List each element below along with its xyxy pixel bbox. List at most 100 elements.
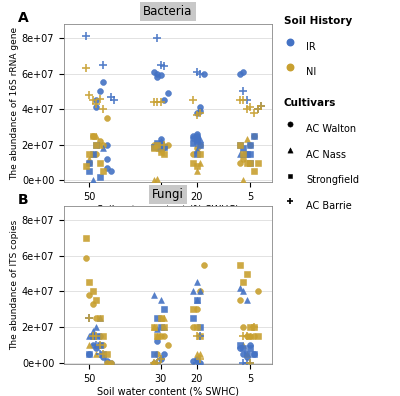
Text: AC Barrie: AC Barrie bbox=[306, 201, 352, 211]
Point bbox=[161, 150, 168, 157]
Point bbox=[197, 350, 204, 357]
Point bbox=[154, 74, 160, 80]
Point bbox=[236, 142, 243, 148]
Point bbox=[93, 142, 100, 148]
Point bbox=[194, 324, 200, 330]
Point bbox=[165, 142, 171, 148]
Point bbox=[240, 150, 246, 157]
Point bbox=[90, 327, 96, 334]
Point bbox=[332, 128, 339, 134]
Point bbox=[86, 168, 92, 175]
Point bbox=[244, 136, 250, 143]
Point bbox=[251, 133, 257, 139]
Point bbox=[90, 301, 96, 307]
Point bbox=[93, 101, 100, 107]
Point bbox=[104, 165, 110, 171]
Point bbox=[197, 360, 204, 366]
Point bbox=[244, 360, 250, 366]
Point bbox=[247, 333, 254, 339]
Point bbox=[161, 306, 168, 312]
Point bbox=[90, 97, 96, 103]
Point bbox=[150, 142, 157, 148]
Point bbox=[158, 356, 164, 362]
Point bbox=[197, 356, 204, 362]
Point bbox=[251, 110, 257, 116]
Point bbox=[97, 174, 103, 180]
Point bbox=[197, 333, 204, 339]
Point bbox=[194, 110, 200, 116]
Point bbox=[90, 133, 96, 139]
Point bbox=[194, 297, 200, 303]
Point bbox=[247, 360, 254, 366]
Point bbox=[194, 350, 200, 357]
Point bbox=[194, 138, 200, 145]
Point bbox=[240, 145, 246, 152]
Point bbox=[244, 160, 250, 166]
Point bbox=[236, 142, 243, 148]
Point bbox=[194, 69, 200, 75]
Point bbox=[194, 111, 200, 118]
Text: A: A bbox=[18, 11, 29, 25]
Point bbox=[154, 315, 160, 321]
Point bbox=[161, 97, 168, 103]
Point bbox=[161, 143, 168, 150]
Point bbox=[236, 345, 243, 352]
Point bbox=[93, 142, 100, 148]
Point bbox=[240, 88, 246, 95]
Point bbox=[150, 360, 157, 366]
Point bbox=[190, 160, 196, 166]
Point bbox=[86, 315, 92, 321]
Point bbox=[158, 72, 164, 78]
Point bbox=[258, 103, 264, 109]
Point bbox=[86, 292, 92, 298]
Point bbox=[161, 143, 168, 150]
Point bbox=[197, 70, 204, 77]
Point bbox=[97, 333, 103, 339]
Point bbox=[240, 342, 246, 348]
Point bbox=[161, 142, 168, 148]
Point bbox=[154, 350, 160, 357]
Point bbox=[161, 333, 168, 339]
Point bbox=[194, 279, 200, 286]
Text: Cultivars: Cultivars bbox=[284, 98, 336, 108]
Point bbox=[82, 33, 89, 39]
Point bbox=[104, 350, 110, 357]
Point bbox=[254, 288, 261, 295]
Text: Soil History: Soil History bbox=[284, 16, 352, 26]
Point bbox=[90, 133, 96, 139]
X-axis label: Soil water content (% SWHC): Soil water content (% SWHC) bbox=[97, 205, 239, 215]
Point bbox=[236, 150, 243, 157]
Point bbox=[194, 360, 200, 366]
Point bbox=[247, 160, 254, 166]
Point bbox=[161, 324, 168, 330]
Point bbox=[100, 145, 107, 152]
Point bbox=[240, 156, 246, 162]
Point bbox=[97, 95, 103, 102]
Point bbox=[240, 150, 246, 157]
Point bbox=[161, 324, 168, 330]
Point bbox=[190, 150, 196, 157]
Point bbox=[154, 142, 160, 148]
Point bbox=[100, 333, 107, 339]
Point bbox=[108, 360, 114, 366]
Point bbox=[158, 99, 164, 105]
Point bbox=[97, 138, 103, 145]
Point bbox=[190, 140, 196, 146]
Point bbox=[93, 324, 100, 330]
Point bbox=[93, 297, 100, 303]
Text: NI: NI bbox=[306, 67, 316, 77]
Point bbox=[190, 97, 196, 103]
Point bbox=[104, 156, 110, 162]
Point bbox=[190, 133, 196, 139]
Point bbox=[236, 297, 243, 303]
Point bbox=[240, 288, 246, 295]
Point bbox=[150, 350, 157, 357]
Point bbox=[251, 333, 257, 339]
Point bbox=[97, 342, 103, 348]
Point bbox=[97, 342, 103, 348]
Point bbox=[236, 261, 243, 268]
Point bbox=[82, 65, 89, 71]
Point bbox=[158, 356, 164, 362]
Point bbox=[86, 92, 92, 98]
Point bbox=[97, 350, 103, 357]
